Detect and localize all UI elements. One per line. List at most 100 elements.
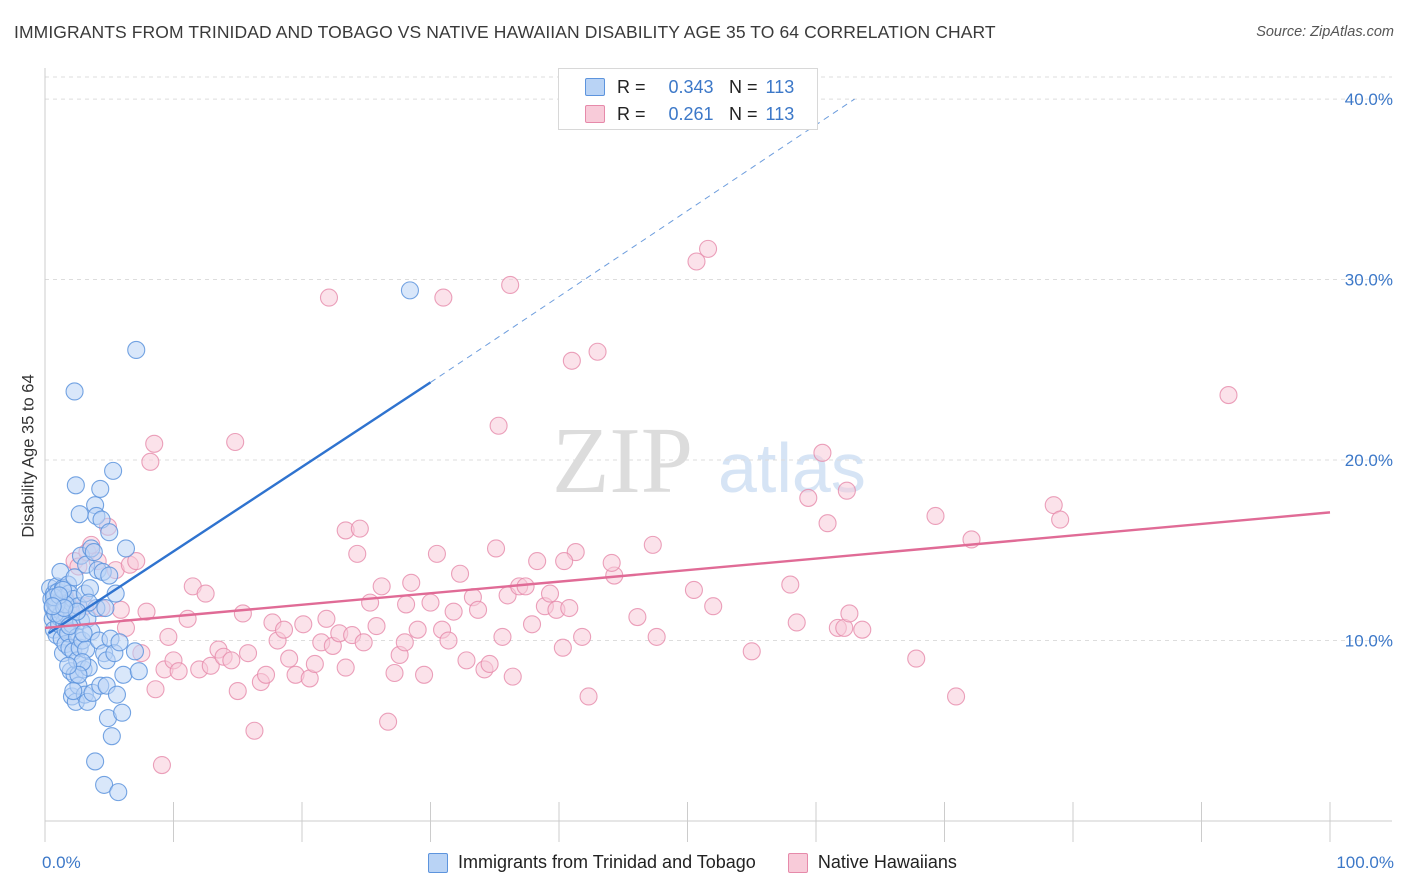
pink-point bbox=[408, 620, 427, 639]
blue-point bbox=[116, 539, 136, 558]
pink-point bbox=[421, 593, 440, 612]
x-tick-label-max: 100.0% bbox=[1336, 853, 1394, 872]
pink-point bbox=[837, 481, 856, 500]
pink-point bbox=[602, 553, 621, 572]
pink-point bbox=[222, 651, 241, 670]
pink-point bbox=[444, 602, 463, 621]
legend-swatch-pink bbox=[585, 105, 605, 123]
pink-point bbox=[628, 608, 647, 627]
pink-point bbox=[493, 627, 512, 646]
pink-point bbox=[395, 633, 414, 652]
pink-point bbox=[152, 756, 171, 775]
pink-point bbox=[501, 275, 520, 295]
series-swatch-pink bbox=[787, 852, 808, 873]
pink-point bbox=[813, 443, 832, 462]
pink-point bbox=[947, 687, 966, 706]
pink-point bbox=[457, 651, 476, 670]
blue-point bbox=[102, 727, 121, 746]
legend-r-value: 0.261 bbox=[668, 103, 714, 124]
legend-r-value: 0.343 bbox=[668, 76, 714, 97]
pink-point bbox=[427, 544, 446, 563]
pink-point bbox=[468, 600, 488, 619]
pink-point bbox=[354, 633, 373, 652]
pink-point bbox=[562, 351, 581, 370]
pink-point bbox=[294, 615, 313, 634]
pink-point bbox=[742, 642, 761, 661]
blue-point bbox=[74, 624, 93, 643]
pink-point bbox=[687, 252, 706, 271]
x-tick-label-min: 0.0% bbox=[42, 853, 81, 872]
pink-point bbox=[336, 658, 355, 677]
pink-point bbox=[553, 638, 572, 657]
pink-point bbox=[684, 580, 703, 600]
pink-point bbox=[238, 644, 258, 663]
pink-point bbox=[434, 288, 453, 307]
pink-point bbox=[451, 564, 470, 583]
pink-point bbox=[274, 620, 294, 639]
pink-point bbox=[361, 593, 380, 612]
pink-point bbox=[540, 584, 560, 603]
pink-point bbox=[372, 577, 391, 596]
pink-point bbox=[348, 544, 367, 563]
pink-point bbox=[1219, 386, 1238, 405]
series-legend-label-pink: Native Hawaiians bbox=[817, 852, 957, 872]
pink-point bbox=[350, 519, 369, 538]
legend-swatch-blue bbox=[585, 78, 605, 96]
blue-point bbox=[107, 685, 127, 704]
blue-point bbox=[100, 523, 119, 542]
pink-point bbox=[280, 649, 299, 668]
blue-point bbox=[127, 340, 146, 359]
pink-point bbox=[560, 598, 579, 618]
blue-point bbox=[66, 476, 85, 495]
blue-point bbox=[113, 703, 132, 722]
blue-point bbox=[59, 656, 78, 675]
pink-point bbox=[233, 604, 252, 623]
blue-point bbox=[100, 566, 119, 585]
blue-point bbox=[109, 783, 128, 802]
blue-point bbox=[104, 461, 123, 480]
pink-point bbox=[402, 573, 421, 592]
pink-point bbox=[555, 552, 574, 571]
pink-point bbox=[647, 627, 666, 646]
blue-trend-line bbox=[48, 381, 432, 635]
legend-r-label: R = bbox=[617, 103, 646, 124]
series-swatch-blue bbox=[428, 852, 448, 873]
pink-point bbox=[385, 663, 404, 683]
pink-point bbox=[317, 609, 336, 628]
pink-point bbox=[415, 665, 434, 684]
blue-point bbox=[65, 568, 84, 587]
blue-point bbox=[400, 281, 419, 300]
pink-point bbox=[178, 609, 197, 628]
pink-point bbox=[799, 488, 818, 507]
pink-point bbox=[137, 602, 156, 621]
pink-point bbox=[853, 620, 872, 639]
pink-point bbox=[588, 342, 607, 361]
blue-point bbox=[95, 775, 114, 794]
series-legend: Immigrants from Trinidad and Tobago Nati… bbox=[428, 852, 957, 873]
pink-point bbox=[201, 656, 220, 675]
pink-point bbox=[818, 514, 837, 533]
series-legend-label-blue: Immigrants from Trinidad and Tobago bbox=[458, 852, 756, 872]
pink-point bbox=[141, 452, 160, 471]
pink-point bbox=[127, 552, 146, 571]
y-tick-label: 40.0% bbox=[1345, 90, 1393, 109]
pink-point bbox=[305, 654, 324, 674]
pink-point bbox=[245, 721, 264, 740]
pink-point bbox=[319, 288, 339, 307]
blue-point bbox=[110, 633, 129, 652]
blue-point bbox=[125, 642, 144, 661]
y-tick-label: 20.0% bbox=[1345, 451, 1393, 470]
pink-point bbox=[528, 552, 547, 571]
pink-point bbox=[907, 649, 926, 668]
pink-point bbox=[228, 682, 247, 701]
pink-point bbox=[196, 584, 215, 603]
pink-point bbox=[480, 654, 499, 674]
pink-point bbox=[397, 595, 416, 614]
pink-point bbox=[699, 239, 718, 258]
source-label: Source: ZipAtlas.com bbox=[1256, 24, 1394, 40]
legend-n-value: 113 bbox=[765, 103, 795, 124]
blue-trend-extension bbox=[430, 98, 855, 383]
blue-point bbox=[43, 597, 62, 616]
pink-point bbox=[781, 575, 800, 594]
y-tick-label: 30.0% bbox=[1345, 271, 1393, 290]
